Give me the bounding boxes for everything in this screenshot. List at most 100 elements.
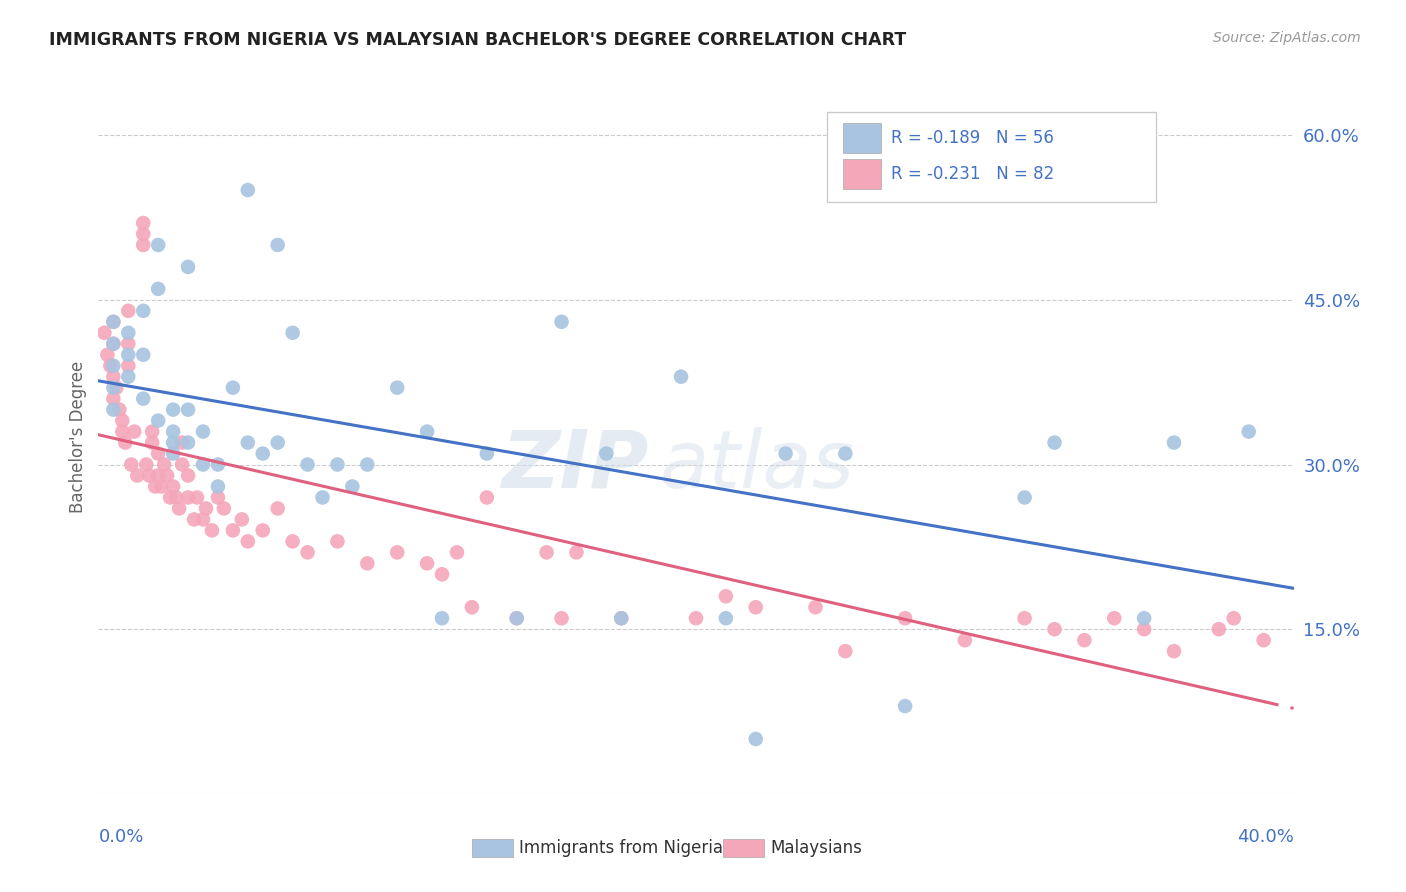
Point <box>1104 611 1126 625</box>
Point <box>96 348 118 362</box>
Point <box>127 468 149 483</box>
Point <box>550 315 572 329</box>
Point <box>385 381 409 395</box>
Point <box>745 731 768 746</box>
Point <box>117 326 139 340</box>
Point <box>236 534 259 549</box>
Point <box>1223 611 1246 625</box>
Point <box>1163 435 1185 450</box>
Point <box>195 501 218 516</box>
Text: 40.0%: 40.0% <box>1237 828 1294 847</box>
Point <box>132 238 155 252</box>
Point <box>103 336 125 351</box>
Point <box>124 425 146 439</box>
Point <box>177 435 200 450</box>
Point <box>267 238 290 252</box>
Point <box>162 446 184 460</box>
Point <box>714 611 737 625</box>
Point <box>111 425 134 439</box>
Point <box>1073 633 1095 648</box>
Point <box>162 479 184 493</box>
Point <box>138 468 160 483</box>
Text: R = -0.189   N = 56: R = -0.189 N = 56 <box>891 129 1053 147</box>
Point <box>117 336 139 351</box>
Point <box>132 227 155 241</box>
Point <box>201 524 224 538</box>
Point <box>669 369 692 384</box>
Point <box>148 414 170 428</box>
Point <box>162 425 184 439</box>
Point <box>191 425 214 439</box>
Point <box>135 458 157 472</box>
Point <box>356 458 378 472</box>
Point <box>834 446 856 460</box>
Point <box>150 479 173 493</box>
Point <box>775 446 797 460</box>
Point <box>236 183 259 197</box>
Point <box>1043 622 1066 636</box>
Text: R = -0.231   N = 82: R = -0.231 N = 82 <box>891 165 1054 183</box>
Text: 0.0%: 0.0% <box>98 828 143 847</box>
Point <box>953 633 976 648</box>
Point <box>191 458 214 472</box>
FancyBboxPatch shape <box>844 123 882 153</box>
Point <box>132 348 155 362</box>
Point <box>177 260 200 274</box>
Point <box>894 611 917 625</box>
Point <box>610 611 633 625</box>
Point <box>132 216 155 230</box>
Point <box>177 468 200 483</box>
Point <box>143 479 166 493</box>
Text: atlas: atlas <box>661 426 855 505</box>
Point <box>103 381 125 395</box>
Point <box>105 381 128 395</box>
Point <box>297 545 319 559</box>
Point <box>183 512 205 526</box>
Point <box>416 557 439 571</box>
Point <box>167 501 190 516</box>
Point <box>281 534 304 549</box>
Point <box>132 392 155 406</box>
Point <box>141 425 163 439</box>
Point <box>162 435 184 450</box>
Point <box>98 359 122 373</box>
Point <box>385 545 409 559</box>
Point <box>475 491 498 505</box>
Point <box>506 611 529 625</box>
Point <box>1133 622 1156 636</box>
Point <box>236 435 259 450</box>
Point <box>1014 491 1036 505</box>
Point <box>1208 622 1230 636</box>
Point <box>894 699 917 714</box>
Point <box>430 567 453 582</box>
Point <box>93 326 115 340</box>
Point <box>117 369 139 384</box>
Point <box>475 446 498 460</box>
Point <box>117 348 139 362</box>
Point <box>222 524 245 538</box>
Point <box>252 446 274 460</box>
Point <box>172 435 194 450</box>
Point <box>267 435 290 450</box>
Point <box>156 468 179 483</box>
Point <box>177 491 200 505</box>
Point <box>117 359 139 373</box>
Point <box>610 611 633 625</box>
Point <box>461 600 484 615</box>
Point <box>177 402 200 417</box>
Point <box>745 600 768 615</box>
Point <box>281 326 304 340</box>
Point <box>356 557 378 571</box>
Point <box>326 534 349 549</box>
Point <box>141 435 163 450</box>
Point <box>103 315 125 329</box>
Point <box>565 545 588 559</box>
Point <box>108 402 131 417</box>
Point <box>1163 644 1185 658</box>
Point <box>326 458 349 472</box>
Text: Malaysians: Malaysians <box>770 839 862 857</box>
Point <box>120 458 142 472</box>
Point <box>297 458 319 472</box>
Point <box>148 446 170 460</box>
Point <box>103 392 125 406</box>
